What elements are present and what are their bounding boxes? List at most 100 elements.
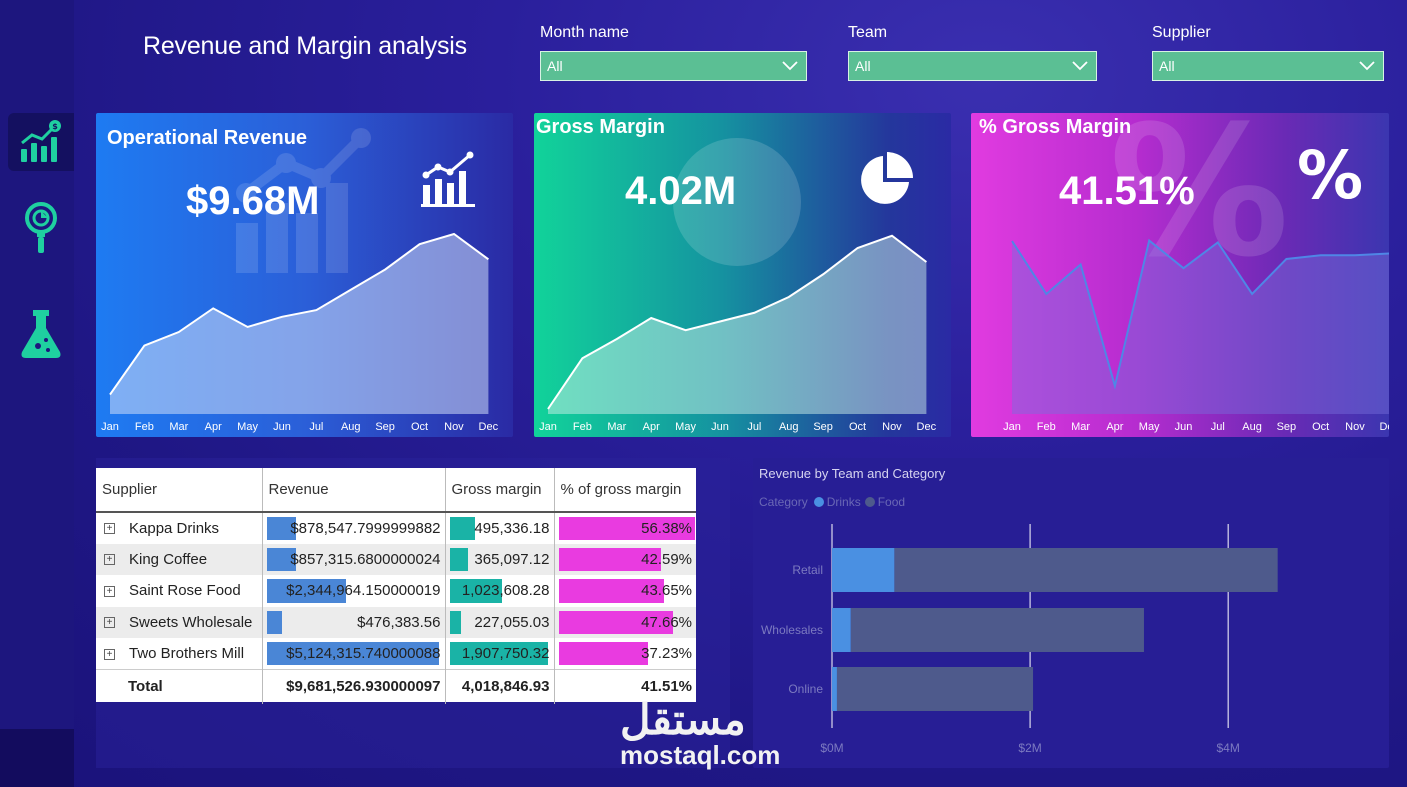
total-pct-value: 41.51%: [641, 678, 692, 696]
supplier-dropdown[interactable]: All: [1152, 51, 1384, 81]
supplier-name: Sweets Wholesale: [129, 613, 253, 631]
x-tick-label: $0M: [820, 741, 843, 755]
area-line: [109, 232, 489, 396]
table-row[interactable]: + Two Brothers Mill $5,124,315.740000088 1,…: [96, 638, 696, 670]
bar-drinks-online[interactable]: [832, 667, 837, 711]
margin-value: 1,907,750.32: [461, 645, 550, 662]
month-tick: Dec: [478, 421, 499, 433]
margin-cell: 365,097.12: [445, 543, 555, 575]
header-revenue[interactable]: Revenue: [262, 468, 446, 513]
watermark-latin: mostaql.com: [620, 740, 781, 770]
revenue-cell: $5,124,315.740000088: [262, 638, 446, 670]
chart-title: Revenue by Team and Category: [759, 466, 946, 481]
revenue-value: $2,344,964.150000019: [286, 582, 441, 600]
pct-cell: 56.38%: [554, 512, 696, 544]
svg-text:$: $: [52, 122, 58, 131]
revenue-databar: [266, 517, 296, 540]
month-tick: Sep: [1276, 421, 1297, 433]
expand-icon[interactable]: +: [104, 554, 115, 566]
month-tick: Apr: [204, 421, 222, 433]
supplier-cell[interactable]: + Saint Rose Food: [96, 575, 263, 607]
month-tick: Jun: [1174, 421, 1193, 433]
kpi-margin-name: Gross Margin: [536, 116, 665, 138]
month-tick: Aug: [1242, 421, 1262, 433]
total-revenue: $9,681,526.930000097: [262, 669, 446, 704]
month-tick: Apr: [642, 421, 660, 433]
expand-icon[interactable]: +: [104, 523, 115, 535]
month-tick: Dec: [1379, 421, 1389, 433]
category-label: Online: [788, 682, 823, 696]
supplier-cell[interactable]: + Sweets Wholesale: [96, 606, 263, 638]
team-dropdown-value: All: [855, 58, 871, 74]
bar-drinks-retail[interactable]: [832, 548, 895, 592]
kpi-card-revenue[interactable]: Operational Revenue $9.68M Jan Feb Mar Apr M…: [96, 113, 513, 437]
month-tick: Jan: [539, 421, 557, 433]
month-tick: Aug: [778, 421, 799, 433]
bar-drinks-wholesales[interactable]: [832, 608, 851, 652]
nav-lab[interactable]: [8, 305, 74, 363]
month-tick: Sep: [813, 421, 833, 433]
month-tick: Jul: [1210, 421, 1225, 433]
category-label: Wholesales: [761, 623, 823, 637]
expand-icon[interactable]: +: [104, 617, 115, 629]
watermark-arabic: مستقل: [620, 696, 746, 743]
nav-analysis[interactable]: [8, 198, 74, 256]
revenue-chart-icon: $: [21, 120, 61, 162]
legend-food[interactable]: Food: [877, 495, 906, 509]
header-supplier[interactable]: Supplier: [96, 468, 263, 513]
magnifier-chart-icon: [25, 202, 57, 253]
revenue-value: $476,383.56: [357, 613, 441, 631]
month-tick: Apr: [1106, 421, 1124, 433]
month-dropdown-value: All: [547, 58, 563, 74]
total-row: Total $9,681,526.930000097 4,018,846.93 41.…: [96, 669, 696, 704]
month-tick: Oct: [1312, 421, 1330, 433]
revenue-value: $878,547.7999999882: [290, 519, 441, 537]
revenue-databar: [266, 579, 346, 603]
header-pct-gross-margin[interactable]: % of gross margin: [554, 468, 696, 513]
area-line: [547, 234, 928, 410]
pct-area-chart: [1011, 238, 1389, 414]
margin-month-axis: Jan Feb Mar Apr May Jun Jul Aug Sep Oct Nov Dec: [534, 421, 944, 433]
pct-cell: 43.65%: [554, 575, 696, 607]
nav-revenue-dashboard[interactable]: $: [8, 113, 74, 171]
kpi-card-gross-margin[interactable]: Gross Margin 4.02M Jan Feb Mar Apr May Jun Jul…: [534, 113, 951, 437]
team-dropdown[interactable]: All: [848, 51, 1097, 81]
bar-food-wholesales[interactable]: [850, 608, 1144, 652]
table-row[interactable]: + Sweets Wholesale $476,383.56 227,055.03 47…: [96, 606, 696, 638]
expand-icon[interactable]: +: [104, 648, 115, 660]
supplier-cell[interactable]: + Two Brothers Mill: [96, 638, 263, 670]
month-tick: Jul: [309, 421, 324, 433]
bar-chart-svg: $0M $2M $4M Retail Wholesales Online: [761, 524, 1278, 755]
supplier-table: Supplier Revenue Gross margin % of gross…: [96, 468, 696, 704]
bar-food-retail[interactable]: [894, 548, 1278, 592]
header-gross-margin[interactable]: Gross margin: [445, 468, 555, 513]
margin-cell: 495,336.18: [445, 512, 555, 544]
margin-cell: 227,055.03: [445, 606, 555, 638]
table-row[interactable]: + Saint Rose Food $2,344,964.150000019 1,02…: [96, 575, 696, 607]
total-revenue-value: $9,681,526.930000097: [286, 678, 441, 696]
margin-value: 495,336.18: [474, 519, 550, 537]
kpi-card-pct-gross-margin[interactable]: % % Gross Margin 41.51% % Jan Feb Mar Apr Ma…: [971, 113, 1389, 437]
bar-food-online[interactable]: [836, 667, 1034, 711]
revenue-area-chart: [109, 232, 489, 414]
total-margin: 4,018,846.93: [445, 669, 555, 704]
margin-cell: 1,023,608.28: [445, 575, 555, 607]
margin-area-chart: [547, 234, 928, 414]
expand-icon[interactable]: +: [104, 585, 115, 597]
pct-value: 42.59%: [641, 550, 692, 568]
supplier-name: King Coffee: [129, 550, 208, 568]
revenue-databar: [266, 610, 282, 634]
month-dropdown[interactable]: All: [540, 51, 807, 81]
month-tick: Jan: [101, 421, 119, 433]
legend-title: Category: [759, 495, 808, 509]
table-row[interactable]: + King Coffee $857,315.6800000024 365,097.1…: [96, 543, 696, 575]
month-tick: May: [1138, 421, 1160, 433]
supplier-dropdown-value: All: [1159, 58, 1175, 74]
month-tick: Oct: [848, 421, 867, 433]
table-row[interactable]: + Kappa Drinks $878,547.7999999882 495,336.…: [96, 512, 696, 544]
revenue-cell: $2,344,964.150000019: [262, 575, 446, 607]
legend-drinks[interactable]: Drinks: [826, 495, 861, 509]
supplier-cell[interactable]: + Kappa Drinks: [96, 512, 263, 544]
pct-cell: 37.23%: [554, 638, 696, 670]
supplier-cell[interactable]: + King Coffee: [96, 543, 263, 575]
